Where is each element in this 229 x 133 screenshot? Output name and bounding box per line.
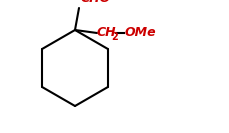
Text: OMe: OMe <box>125 26 157 40</box>
Text: 2: 2 <box>111 32 118 42</box>
Text: CHO: CHO <box>81 0 111 5</box>
Text: CH: CH <box>97 26 117 40</box>
